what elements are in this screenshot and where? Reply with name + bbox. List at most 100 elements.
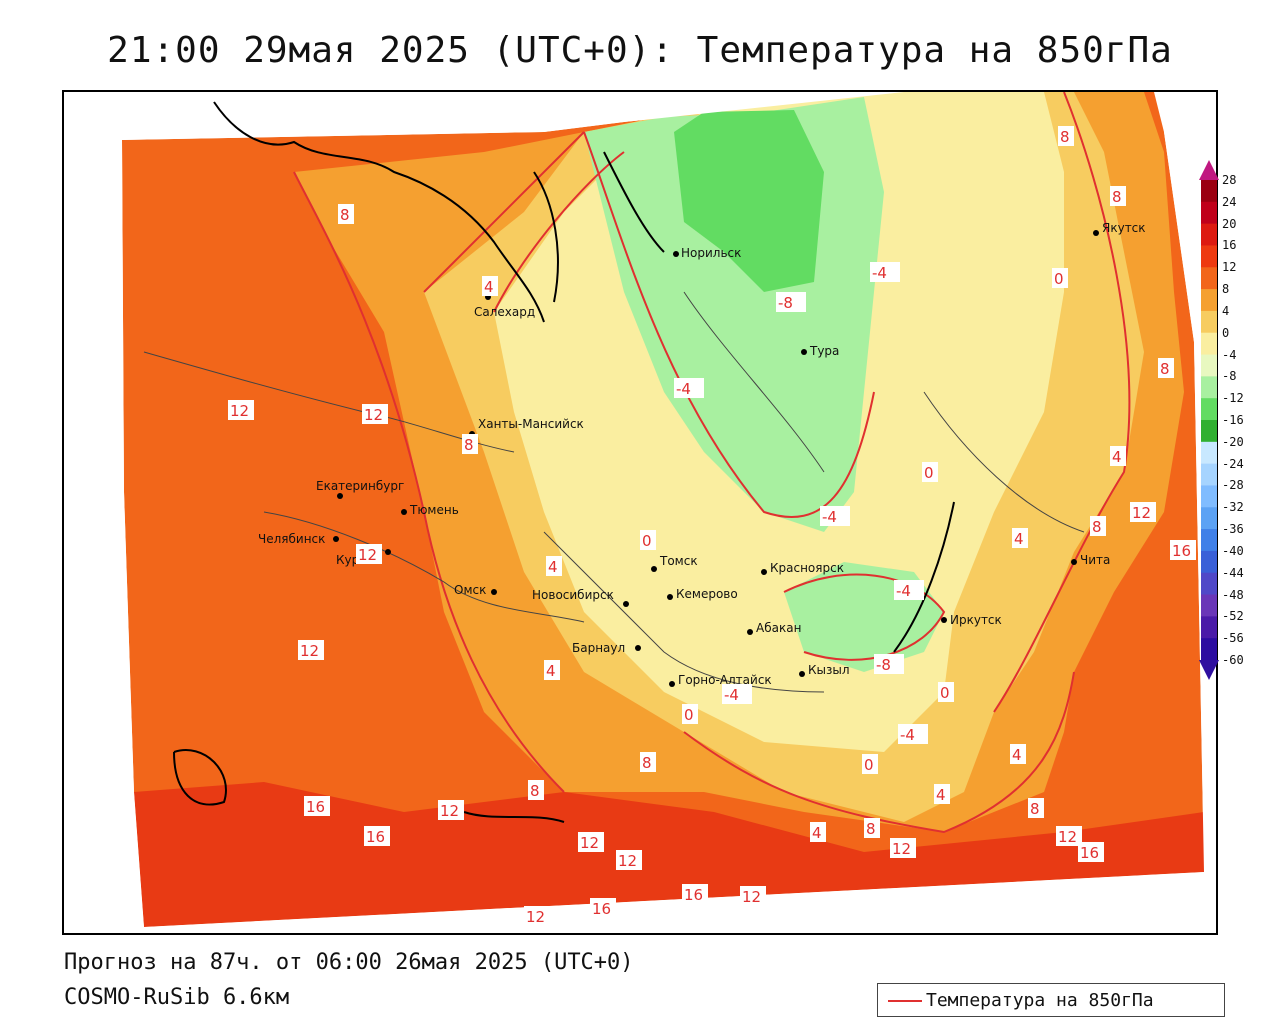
isotherm-label: 4 xyxy=(548,558,558,576)
colorbar-tick-label: 28 xyxy=(1222,173,1237,187)
colorbar-swatch xyxy=(1201,463,1217,486)
isotherm-label: 8 xyxy=(340,206,350,224)
city-label: Барнаул xyxy=(572,641,625,655)
isotherm-label: 0 xyxy=(864,756,874,774)
isotherm-label: -4 xyxy=(676,380,691,398)
isotherm-label: -8 xyxy=(876,656,891,674)
isotherm-label: 8 xyxy=(1030,800,1040,818)
isotherm-label: 12 xyxy=(230,402,249,420)
city-label: Томск xyxy=(659,554,698,568)
colorbar-swatch xyxy=(1201,572,1217,596)
colorbar-tick-label: 16 xyxy=(1222,238,1237,253)
isotherm-label: 4 xyxy=(546,662,556,680)
colorbar-tick-label: 4 xyxy=(1222,303,1230,318)
city-label: Чита xyxy=(1080,553,1110,567)
isotherm-label: 16 xyxy=(592,900,611,918)
city-label: Кемерово xyxy=(676,587,738,601)
colorbar-tick-label: -20 xyxy=(1222,434,1244,449)
isotherm-label: 8 xyxy=(1092,518,1102,536)
isotherm-label: 4 xyxy=(1112,448,1122,466)
legend-line-swatch xyxy=(888,1000,922,1002)
legend-label: Температура на 850гПа xyxy=(926,990,1154,1011)
city-label: Тура xyxy=(809,344,839,358)
colorbar-tick-label: 24 xyxy=(1222,194,1237,209)
outside-domain-south xyxy=(64,872,1216,933)
isotherm-label: 12 xyxy=(1132,504,1151,522)
isotherm-value-labels: 8 4 0 -4 -8 -4 -4 0 12 12 8 12 12 4 0 -4… xyxy=(228,126,1196,926)
isotherm-label: 4 xyxy=(484,278,494,296)
colorbar-tick-label: -56 xyxy=(1222,631,1244,646)
isotherm-label: -4 xyxy=(872,264,887,282)
colorbar-tick-label: -28 xyxy=(1222,478,1244,493)
forecast-info: Прогноз на 87ч. от 06:00 26мая 2025 (UTC… xyxy=(64,950,634,975)
isotherm-label: 8 xyxy=(1112,188,1122,206)
colorbar-swatch xyxy=(1201,180,1217,203)
colorbar-swatch xyxy=(1201,354,1217,377)
isotherm-label: 0 xyxy=(642,532,652,550)
isotherm-label: 4 xyxy=(1014,530,1024,548)
colorbar-tick-label: 8 xyxy=(1222,282,1230,297)
colorbar xyxy=(1199,160,1219,680)
city-label: Челябинск xyxy=(258,532,325,546)
colorbar-swatch xyxy=(1201,289,1217,312)
isotherm-label: -4 xyxy=(822,508,837,526)
colorbar-tick-label: -16 xyxy=(1222,413,1244,427)
outside-domain-west xyxy=(64,92,144,933)
colorbar-tick-label: -52 xyxy=(1222,609,1244,624)
outside-domain-north xyxy=(64,92,1216,142)
isotherm-label: 16 xyxy=(366,828,385,846)
colorbar-tick-label: 12 xyxy=(1222,260,1237,275)
colorbar-tick-label: -32 xyxy=(1222,500,1244,515)
city-label: Екатеринбург xyxy=(316,479,404,493)
colorbar-tick-label: -12 xyxy=(1222,391,1244,406)
colorbar-tick-label: -48 xyxy=(1222,587,1244,602)
isotherm-label: 16 xyxy=(1172,542,1191,560)
temperature-map: Норильск Салехард Тура Ханты-Мансийск Ек… xyxy=(64,92,1216,933)
isotherm-label: 16 xyxy=(684,886,703,904)
colorbar-swatch xyxy=(1201,441,1217,465)
isotherm-label: 12 xyxy=(742,888,761,906)
domain-hot-south xyxy=(134,782,1204,927)
isotherm-label: 8 xyxy=(464,436,474,454)
colorbar-tick-label: -44 xyxy=(1222,565,1244,580)
domain-band-minus8 xyxy=(674,110,824,292)
isotherm-label: 12 xyxy=(300,642,319,660)
isotherm-label: 8 xyxy=(866,820,876,838)
colorbar-swatch xyxy=(1201,420,1217,443)
isotherm-label: 4 xyxy=(812,824,822,842)
map-panel: Норильск Салехард Тура Ханты-Мансийск Ек… xyxy=(62,90,1218,935)
city-label: Иркутск xyxy=(950,613,1002,627)
colorbar-swatch xyxy=(1201,201,1217,225)
colorbar-swatch xyxy=(1201,398,1217,421)
city-label: Новосибирск xyxy=(532,588,614,602)
colorbar-tick-label: 20 xyxy=(1222,216,1237,231)
city-label: Тюмень xyxy=(409,503,459,517)
colorbar-swatch xyxy=(1201,267,1217,290)
isotherm-label: -4 xyxy=(896,582,911,600)
city-label: Салехард xyxy=(474,305,535,319)
isotherm-label: -4 xyxy=(900,726,915,744)
colorbar-swatch xyxy=(1201,223,1217,246)
colorbar-tick-label: -40 xyxy=(1222,543,1244,558)
model-name: COSMO-RuSib 6.6км xyxy=(64,985,290,1010)
isotherm-label: 12 xyxy=(580,834,599,852)
city-label: Горно-Алтайск xyxy=(678,673,772,687)
colorbar-top-arrow xyxy=(1199,160,1219,180)
isotherm-label: 12 xyxy=(440,802,459,820)
isotherm-label: 0 xyxy=(1054,270,1064,288)
isotherm-label: 0 xyxy=(924,464,934,482)
isotherm-label: 8 xyxy=(530,782,540,800)
isotherm-label: 12 xyxy=(892,840,911,858)
city-label: Норильск xyxy=(681,246,741,260)
colorbar-tick-label: -8 xyxy=(1222,369,1237,384)
colorbar-tick-label: 0 xyxy=(1222,325,1230,340)
city-label: Красноярск xyxy=(770,561,844,575)
city-label: Якутск xyxy=(1102,221,1146,235)
isotherm-label: 12 xyxy=(364,406,383,424)
isotherm-label: 8 xyxy=(642,754,652,772)
isotherm-label: 16 xyxy=(306,798,325,816)
isotherm-label: 12 xyxy=(618,852,637,870)
colorbar-swatch xyxy=(1201,594,1217,617)
colorbar-tick-label: -60 xyxy=(1222,653,1244,667)
page-title: 21:00 29мая 2025 (UTC+0): Температура на… xyxy=(107,30,1173,71)
